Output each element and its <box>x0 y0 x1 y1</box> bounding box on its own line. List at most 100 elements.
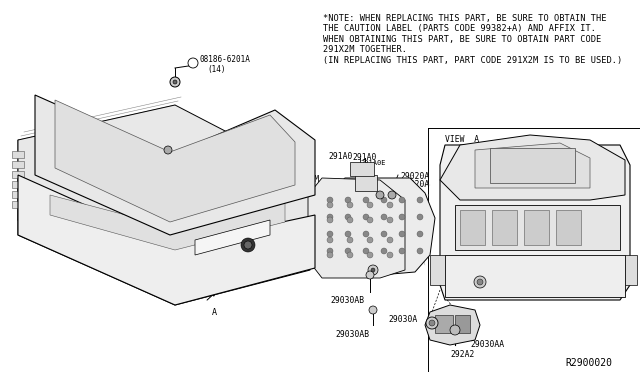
Circle shape <box>387 217 393 223</box>
Bar <box>492 210 517 245</box>
Bar <box>12 151 24 158</box>
Circle shape <box>474 276 486 288</box>
Text: *292C0M: *292C0M <box>285 175 319 184</box>
Text: 29030AB: 29030AB <box>335 330 369 339</box>
Circle shape <box>327 237 333 243</box>
Circle shape <box>399 197 405 203</box>
Circle shape <box>327 217 333 223</box>
Text: 08186-6201A: 08186-6201A <box>200 55 251 64</box>
Circle shape <box>327 214 333 220</box>
Text: 99382+A: 99382+A <box>210 248 243 257</box>
Bar <box>455 205 620 250</box>
Text: THE CAUTION LABEL (PARTS CODE 99382+A) AND AFFIX IT.: THE CAUTION LABEL (PARTS CODE 99382+A) A… <box>323 25 596 33</box>
Bar <box>524 210 549 245</box>
Polygon shape <box>35 95 315 235</box>
Circle shape <box>347 252 353 258</box>
Bar <box>12 171 24 178</box>
Text: 38352Y: 38352Y <box>252 248 281 257</box>
Circle shape <box>426 317 438 329</box>
Text: VIEW  A: VIEW A <box>445 135 479 144</box>
Polygon shape <box>18 140 310 290</box>
Bar <box>12 191 24 198</box>
Circle shape <box>417 231 423 237</box>
Bar <box>350 162 374 176</box>
Circle shape <box>327 202 333 208</box>
Text: 291A0: 291A0 <box>352 153 376 162</box>
Circle shape <box>363 214 369 220</box>
Text: 292A2: 292A2 <box>450 350 474 359</box>
Text: 291X2M: 291X2M <box>20 195 49 204</box>
Circle shape <box>347 237 353 243</box>
Circle shape <box>367 217 373 223</box>
Polygon shape <box>475 143 590 188</box>
Polygon shape <box>50 195 285 250</box>
Text: 29020A: 29020A <box>400 180 429 189</box>
Circle shape <box>345 248 351 254</box>
Circle shape <box>244 241 252 249</box>
Circle shape <box>327 252 333 258</box>
Circle shape <box>347 202 353 208</box>
Circle shape <box>345 214 351 220</box>
Bar <box>12 181 24 188</box>
Text: 29030AB: 29030AB <box>330 296 364 305</box>
Polygon shape <box>315 178 435 275</box>
Circle shape <box>327 197 333 203</box>
Text: 29020A: 29020A <box>400 172 429 181</box>
Circle shape <box>387 202 393 208</box>
Bar <box>12 201 24 208</box>
Polygon shape <box>440 135 625 200</box>
Circle shape <box>399 248 405 254</box>
Text: WHEN OBTAINING THIS PART, BE SURE TO OBTAIN PART CODE: WHEN OBTAINING THIS PART, BE SURE TO OBT… <box>323 35 601 44</box>
Bar <box>430 255 445 285</box>
Circle shape <box>369 306 377 314</box>
Circle shape <box>387 237 393 243</box>
Circle shape <box>371 268 375 272</box>
Bar <box>556 210 581 245</box>
Text: A: A <box>212 308 217 317</box>
Circle shape <box>368 265 378 275</box>
Text: 29030A: 29030A <box>388 315 418 324</box>
Circle shape <box>399 214 405 220</box>
Circle shape <box>417 197 423 203</box>
Circle shape <box>366 271 374 279</box>
Polygon shape <box>308 178 405 278</box>
Polygon shape <box>55 100 295 222</box>
Circle shape <box>327 248 333 254</box>
Text: *NOTE: WHEN REPLACING THIS PART, BE SURE TO OBTAIN THE: *NOTE: WHEN REPLACING THIS PART, BE SURE… <box>323 14 607 23</box>
Bar <box>445 255 625 297</box>
Text: (14): (14) <box>207 65 225 74</box>
Bar <box>355 175 377 191</box>
Bar <box>625 255 637 285</box>
Circle shape <box>363 197 369 203</box>
Bar <box>455 315 470 333</box>
Circle shape <box>429 320 435 326</box>
Circle shape <box>345 231 351 237</box>
Text: R2900020: R2900020 <box>565 358 612 368</box>
Circle shape <box>164 146 172 154</box>
Circle shape <box>381 197 387 203</box>
Text: 291A0E: 291A0E <box>360 160 385 166</box>
Circle shape <box>388 191 396 199</box>
Circle shape <box>381 214 387 220</box>
Text: 291X2M TOGETHER.: 291X2M TOGETHER. <box>323 45 407 55</box>
Polygon shape <box>18 220 310 305</box>
Text: 291A0: 291A0 <box>328 152 353 161</box>
Circle shape <box>417 214 423 220</box>
Bar <box>490 148 575 183</box>
Polygon shape <box>195 220 270 255</box>
Bar <box>460 210 485 245</box>
Circle shape <box>367 252 373 258</box>
Text: (IN REPLACING THIS PART, PART CODE 291X2M IS TO BE USED.): (IN REPLACING THIS PART, PART CODE 291X2… <box>323 56 622 65</box>
Circle shape <box>345 197 351 203</box>
Circle shape <box>367 237 373 243</box>
Circle shape <box>399 231 405 237</box>
Circle shape <box>387 252 393 258</box>
Polygon shape <box>18 105 310 290</box>
Circle shape <box>367 202 373 208</box>
Circle shape <box>347 217 353 223</box>
Bar <box>435 315 453 333</box>
Circle shape <box>241 238 255 252</box>
Circle shape <box>188 58 198 68</box>
Circle shape <box>170 77 180 87</box>
Polygon shape <box>440 145 630 300</box>
